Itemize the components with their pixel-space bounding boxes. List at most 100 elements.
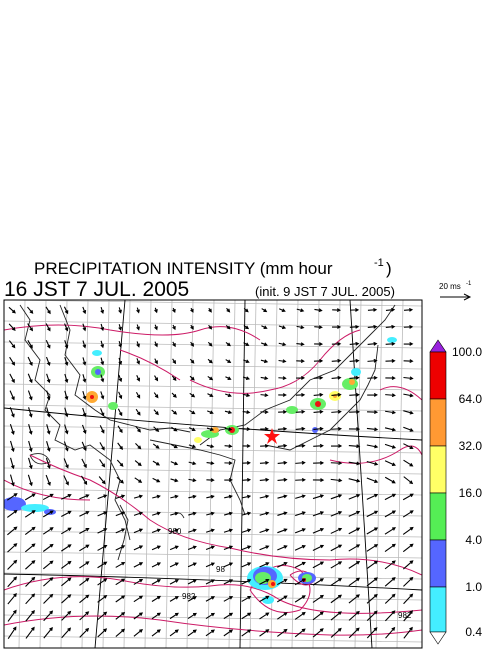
colorbar-labels: 100.0 64.0 32.0 16.0 4.0 1.0 0.4 (452, 345, 482, 639)
wind-arrow (312, 628, 324, 638)
wind-arrow (313, 409, 324, 414)
wind-arrow (243, 342, 250, 346)
wind-arrow (330, 510, 343, 517)
colorbar-label: 100.0 (452, 345, 482, 359)
wind-arrow (403, 426, 414, 432)
wind-arrow (403, 307, 414, 312)
wind-arrow (277, 562, 288, 568)
wind-arrow (241, 494, 252, 499)
wind-arrow (9, 407, 15, 418)
wind-arrow (118, 391, 123, 400)
wind-arrow (136, 324, 140, 331)
colorbar-label: 32.0 (459, 439, 483, 453)
wind-arrow (61, 594, 72, 604)
wind-arrow (190, 341, 195, 347)
wind-arrow (403, 393, 414, 398)
wind-arrow (46, 407, 51, 418)
wind-arrow (9, 440, 15, 453)
colorbar (429, 339, 447, 645)
wind-arrow (208, 307, 212, 313)
contour-label: 982 (398, 611, 412, 620)
wind-arrow (133, 494, 144, 499)
wind-arrow (385, 626, 396, 639)
wind-arrow (384, 610, 396, 622)
wind-arrow (278, 325, 287, 330)
wind-arrow (278, 393, 287, 397)
wind-arrow (27, 306, 34, 314)
wind-arrow (224, 478, 233, 482)
wind-arrow (151, 595, 162, 602)
wind-arrow (260, 393, 269, 398)
wind-arrow (133, 562, 144, 568)
wind-arrow (259, 562, 270, 568)
wind-arrow (25, 560, 36, 570)
wind-arrow (330, 544, 343, 552)
wind-arrow (27, 340, 33, 349)
wind-arrow (133, 528, 144, 534)
wind-arrow (278, 376, 287, 381)
wind-arrow (118, 324, 122, 331)
wind-arrow (7, 593, 17, 605)
grid-line (4, 530, 422, 538)
wind-arrow (279, 308, 286, 313)
grid-line (4, 341, 422, 349)
wind-arrow (384, 577, 396, 587)
wind-arrow (153, 392, 159, 399)
wind-arrow (260, 443, 270, 448)
wind-arrow (187, 629, 197, 637)
wind-arrow (117, 408, 123, 417)
wind-arrow (136, 375, 141, 382)
wind-arrow (277, 426, 288, 431)
wind-arrow (313, 359, 324, 363)
grid-line (165, 300, 173, 648)
wind-arrow (205, 528, 215, 533)
wind-arrow (206, 444, 215, 449)
wind-arrow (205, 596, 216, 602)
grid-line (333, 300, 341, 648)
wind-arrow (7, 609, 17, 622)
wind-arrow (25, 626, 35, 639)
wind-arrow (313, 443, 324, 448)
wind-arrow (223, 612, 234, 620)
wind-arrow (63, 475, 69, 486)
wind-arrow (260, 359, 269, 364)
wind-arrow (331, 358, 342, 363)
wind-arrow (330, 611, 342, 621)
wind-arrow (42, 560, 54, 570)
wind-arrow (331, 409, 342, 414)
wind-arrow (241, 579, 252, 585)
wind-arrow (61, 577, 72, 587)
wind-arrow (384, 476, 396, 484)
wind-arrow (100, 391, 105, 400)
wind-arrow (295, 392, 306, 397)
wind-arrow (367, 410, 379, 415)
wind-arrow (349, 324, 360, 329)
wind-arrow (349, 308, 360, 312)
wind-arrow (97, 511, 108, 517)
wind-arrow (8, 323, 16, 331)
wind-arrow (403, 410, 414, 415)
wind-arrow (349, 341, 360, 346)
wind-arrow (169, 562, 179, 568)
wind-arrow (241, 612, 252, 620)
wind-arrow (64, 373, 69, 384)
wind-arrow (115, 494, 126, 499)
wind-arrow (135, 391, 141, 399)
wind-arrow (313, 426, 324, 431)
wind-arrow (28, 457, 33, 470)
wind-arrow (171, 375, 177, 382)
wind-arrow (277, 545, 288, 551)
wind-arrow (25, 593, 36, 605)
wind-arrow (384, 443, 397, 449)
wind-arrow (348, 544, 361, 552)
wind-arrow (366, 544, 379, 552)
wind-arrow (242, 376, 251, 381)
wind-arrow (118, 374, 123, 383)
wind-arrow (349, 409, 361, 414)
wind-arrow (296, 359, 305, 363)
wind-arrow (9, 390, 15, 401)
grid-line (4, 467, 422, 475)
wind-arrow (170, 443, 178, 449)
wind-arrow (223, 562, 234, 568)
wind-arrow (154, 324, 158, 331)
